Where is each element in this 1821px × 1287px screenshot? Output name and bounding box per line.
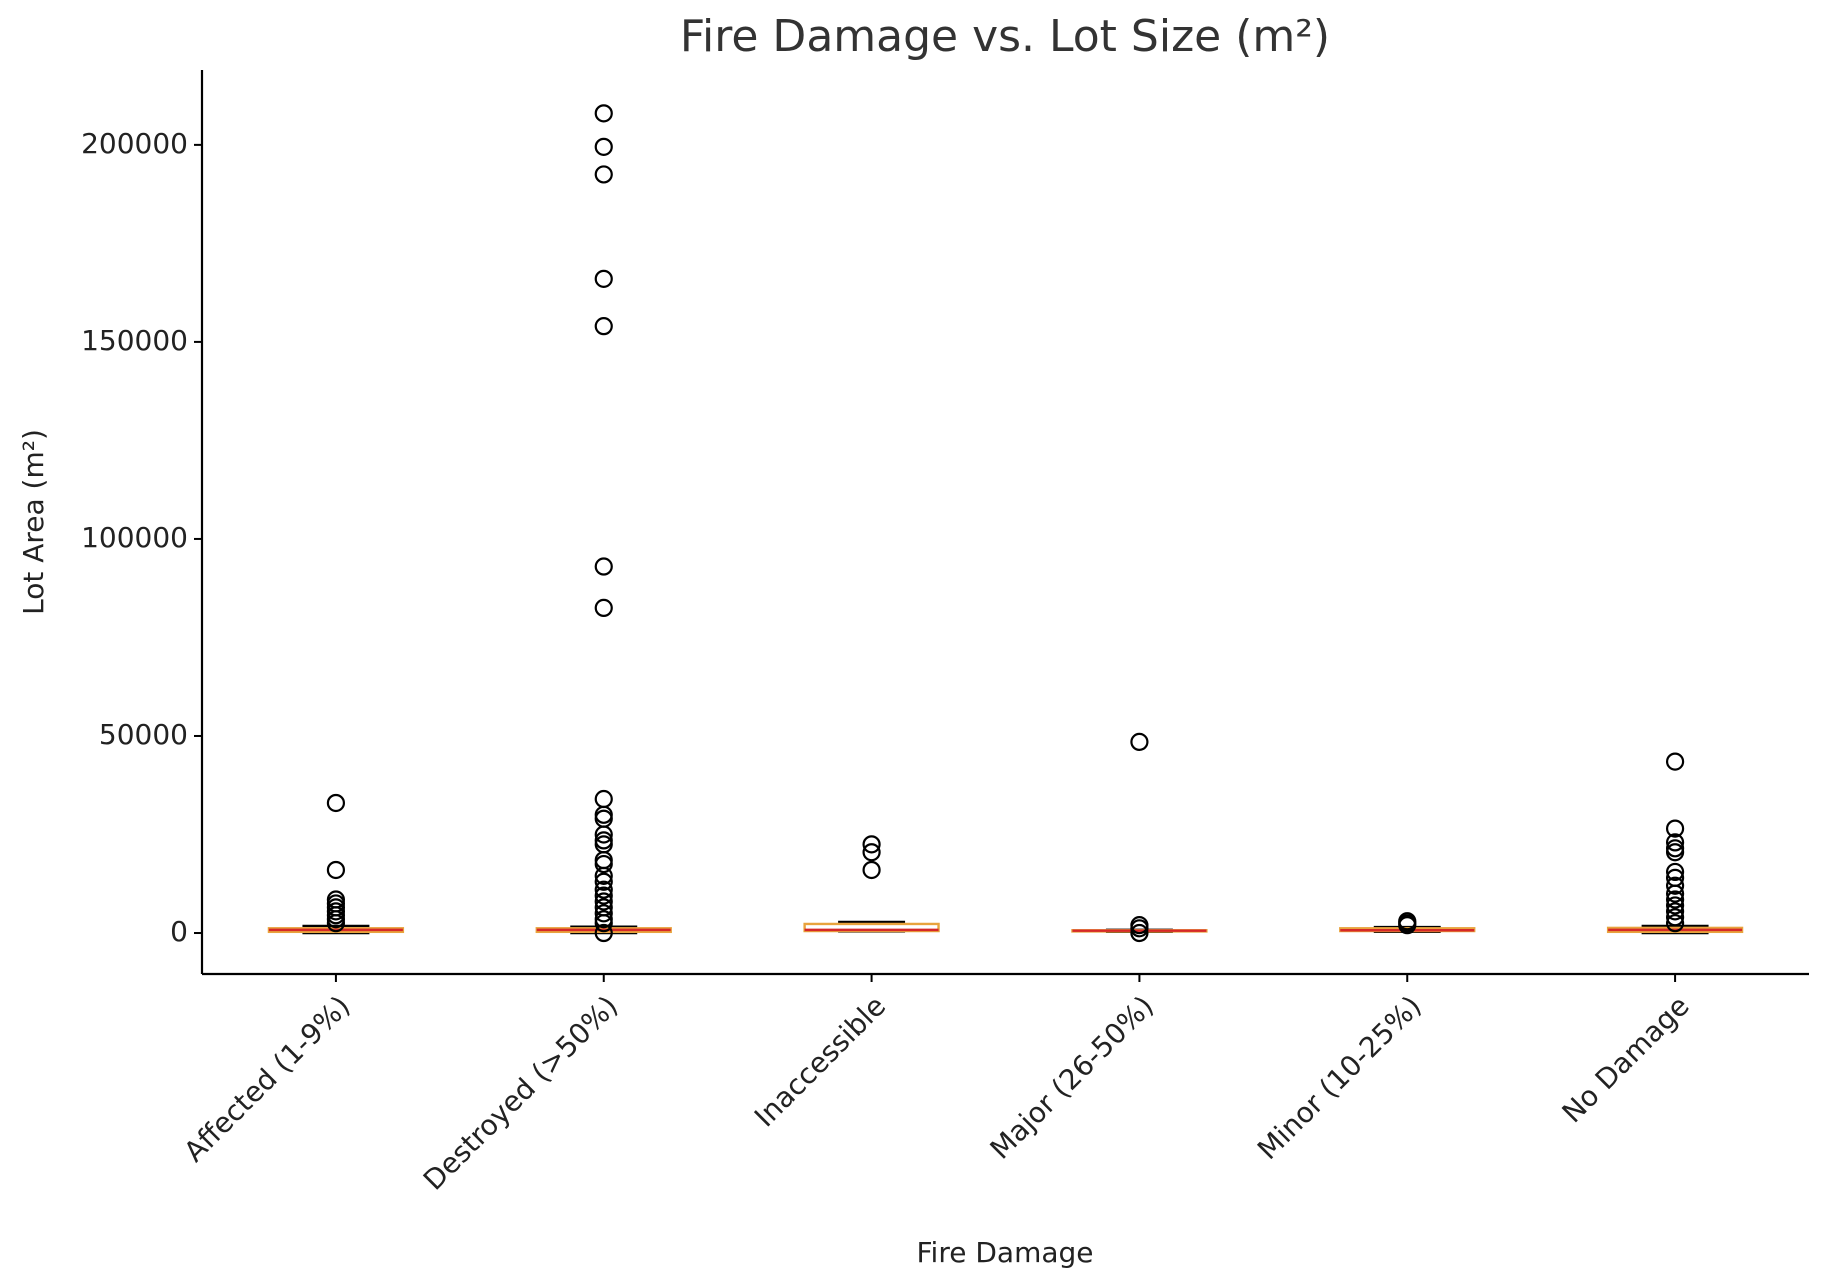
outlier bbox=[594, 880, 613, 899]
outlier bbox=[1398, 916, 1417, 935]
outlier bbox=[594, 854, 613, 874]
outlier bbox=[1665, 752, 1685, 771]
outlier bbox=[1665, 862, 1685, 882]
y-tick-label: 150000 bbox=[81, 324, 188, 357]
outlier bbox=[594, 904, 613, 923]
outlier bbox=[594, 892, 613, 911]
outlier bbox=[862, 843, 881, 862]
outlier bbox=[594, 805, 613, 824]
outlier bbox=[326, 914, 346, 933]
outlier bbox=[1130, 923, 1149, 943]
outlier bbox=[594, 165, 613, 184]
outlier bbox=[1665, 876, 1685, 895]
outlier bbox=[594, 825, 613, 844]
outlier bbox=[594, 137, 613, 156]
y-axis-label: Lot Area (m²) bbox=[17, 429, 50, 615]
x-tick-label: No Damage bbox=[1556, 989, 1696, 1129]
chart-title: Fire Damage vs. Lot Size (m²) bbox=[680, 11, 1330, 62]
outlier bbox=[1665, 902, 1685, 921]
x-tick-label: Major (26-50%) bbox=[984, 989, 1160, 1165]
outlier bbox=[594, 923, 613, 943]
outlier bbox=[1130, 919, 1149, 938]
outlier bbox=[1665, 843, 1685, 862]
outlier bbox=[594, 886, 613, 905]
x-tick-label: Inaccessible bbox=[748, 989, 892, 1133]
outlier bbox=[1665, 884, 1685, 903]
x-tick-label: Destroyed (>50%) bbox=[417, 989, 624, 1196]
outlier bbox=[1665, 890, 1685, 909]
outlier bbox=[594, 557, 613, 576]
y-tick-label: 200000 bbox=[81, 127, 188, 160]
outlier bbox=[1665, 914, 1685, 933]
x-tick-label: Minor (10-25%) bbox=[1251, 989, 1428, 1166]
outlier bbox=[1130, 732, 1149, 751]
outlier bbox=[594, 104, 613, 123]
x-axis-label: Fire Damage bbox=[916, 1236, 1093, 1269]
outlier bbox=[594, 809, 613, 828]
outlier bbox=[1665, 896, 1685, 915]
outlier bbox=[594, 851, 613, 870]
x-tick-label: Affected (1-9%) bbox=[178, 989, 357, 1168]
outlier bbox=[594, 598, 613, 618]
outlier bbox=[594, 317, 613, 336]
outlier bbox=[594, 835, 613, 854]
outlier bbox=[862, 835, 881, 854]
outlier bbox=[1665, 819, 1685, 838]
y-tick-label: 0 bbox=[170, 915, 188, 948]
outlier bbox=[1665, 908, 1685, 927]
outlier bbox=[862, 860, 881, 880]
outlier bbox=[594, 269, 613, 288]
y-tick-label: 50000 bbox=[99, 718, 188, 751]
outlier bbox=[594, 872, 613, 891]
outlier bbox=[594, 914, 613, 933]
outlier bbox=[594, 789, 613, 809]
outlier bbox=[1665, 833, 1685, 852]
outlier bbox=[326, 860, 346, 880]
outlier bbox=[326, 793, 346, 813]
y-tick-label: 100000 bbox=[81, 521, 188, 554]
outlier bbox=[594, 866, 613, 885]
